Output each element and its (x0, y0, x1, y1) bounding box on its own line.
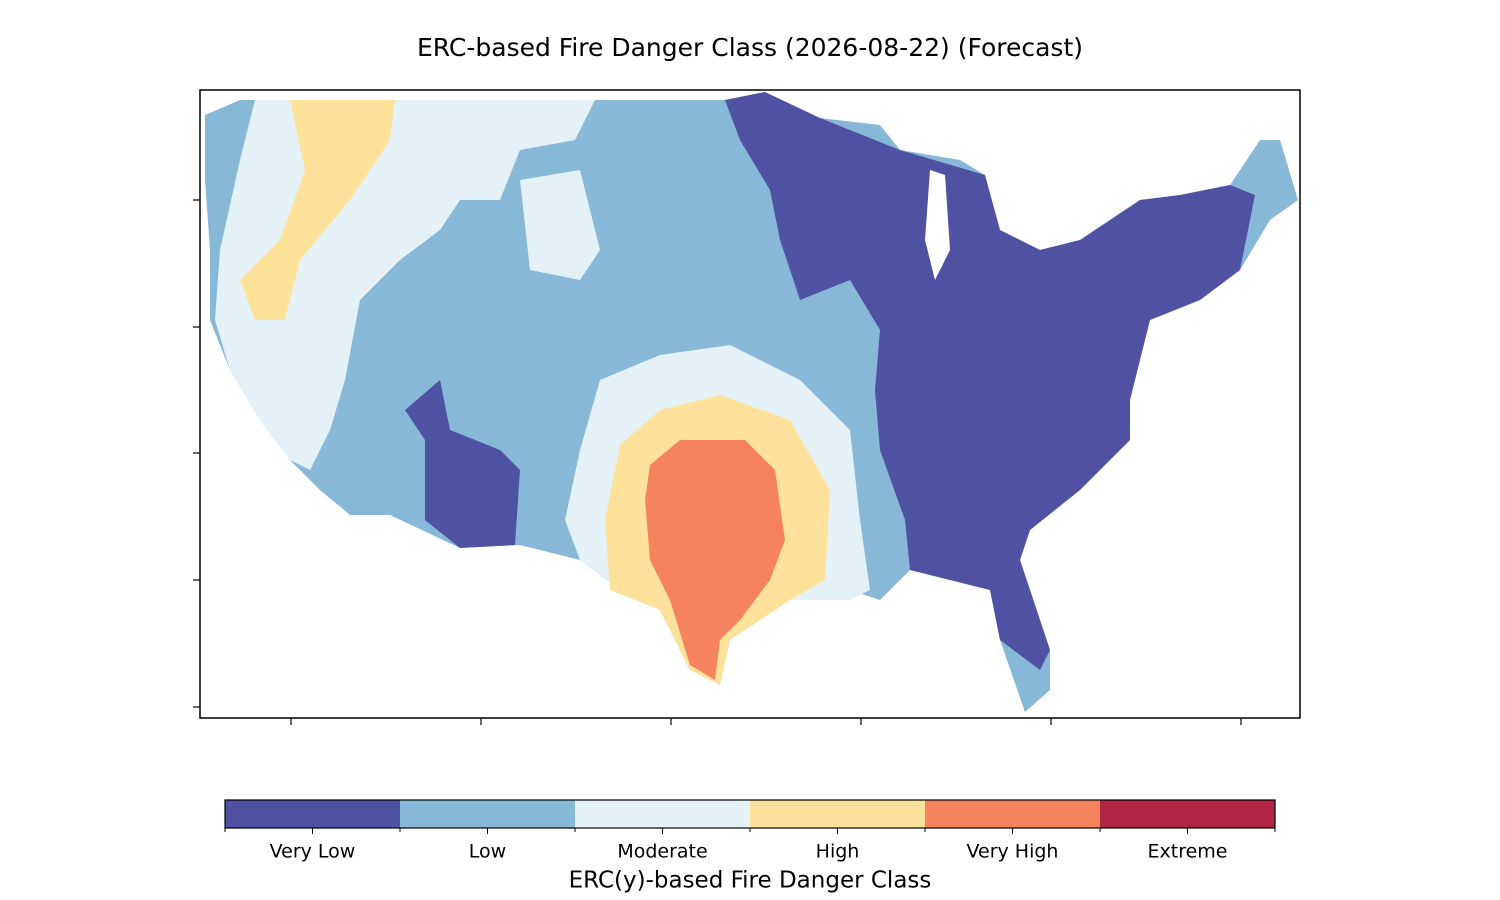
colorbar-swatch (1100, 800, 1276, 828)
colorbar-tick-label: Very Low (270, 841, 356, 863)
colorbar-title: ERC(y)-based Fire Danger Class (569, 868, 932, 894)
colorbar-swatch (575, 800, 751, 828)
colorbar-tick-label: Extreme (1148, 841, 1228, 863)
region-high (240, 100, 395, 320)
map (205, 92, 1298, 712)
region-very-high (645, 440, 785, 680)
map-frame (199, 89, 1301, 719)
colorbar-tick-label: High (816, 841, 860, 863)
region-moderate (520, 170, 600, 280)
colorbar-frame (224, 799, 1276, 829)
colorbar-tick-label: Moderate (617, 841, 707, 863)
colorbar-swatch (225, 800, 401, 828)
lake (925, 170, 950, 280)
colorbar-swatch (925, 800, 1101, 828)
colorbar: Very Low Low Moderate High Very High Extreme (224, 799, 1276, 863)
colorbar-tick-label: Very High (967, 841, 1059, 863)
region-very-low (405, 380, 520, 548)
colorbar-swatch (400, 800, 576, 828)
colorbar-swatch (750, 800, 926, 828)
colorbar-tick-label: Low (469, 841, 506, 863)
region-very-low (725, 92, 1255, 670)
map-title: ERC-based Fire Danger Class (2026-08-22)… (417, 33, 1083, 62)
frame-ticks (193, 199, 1242, 725)
